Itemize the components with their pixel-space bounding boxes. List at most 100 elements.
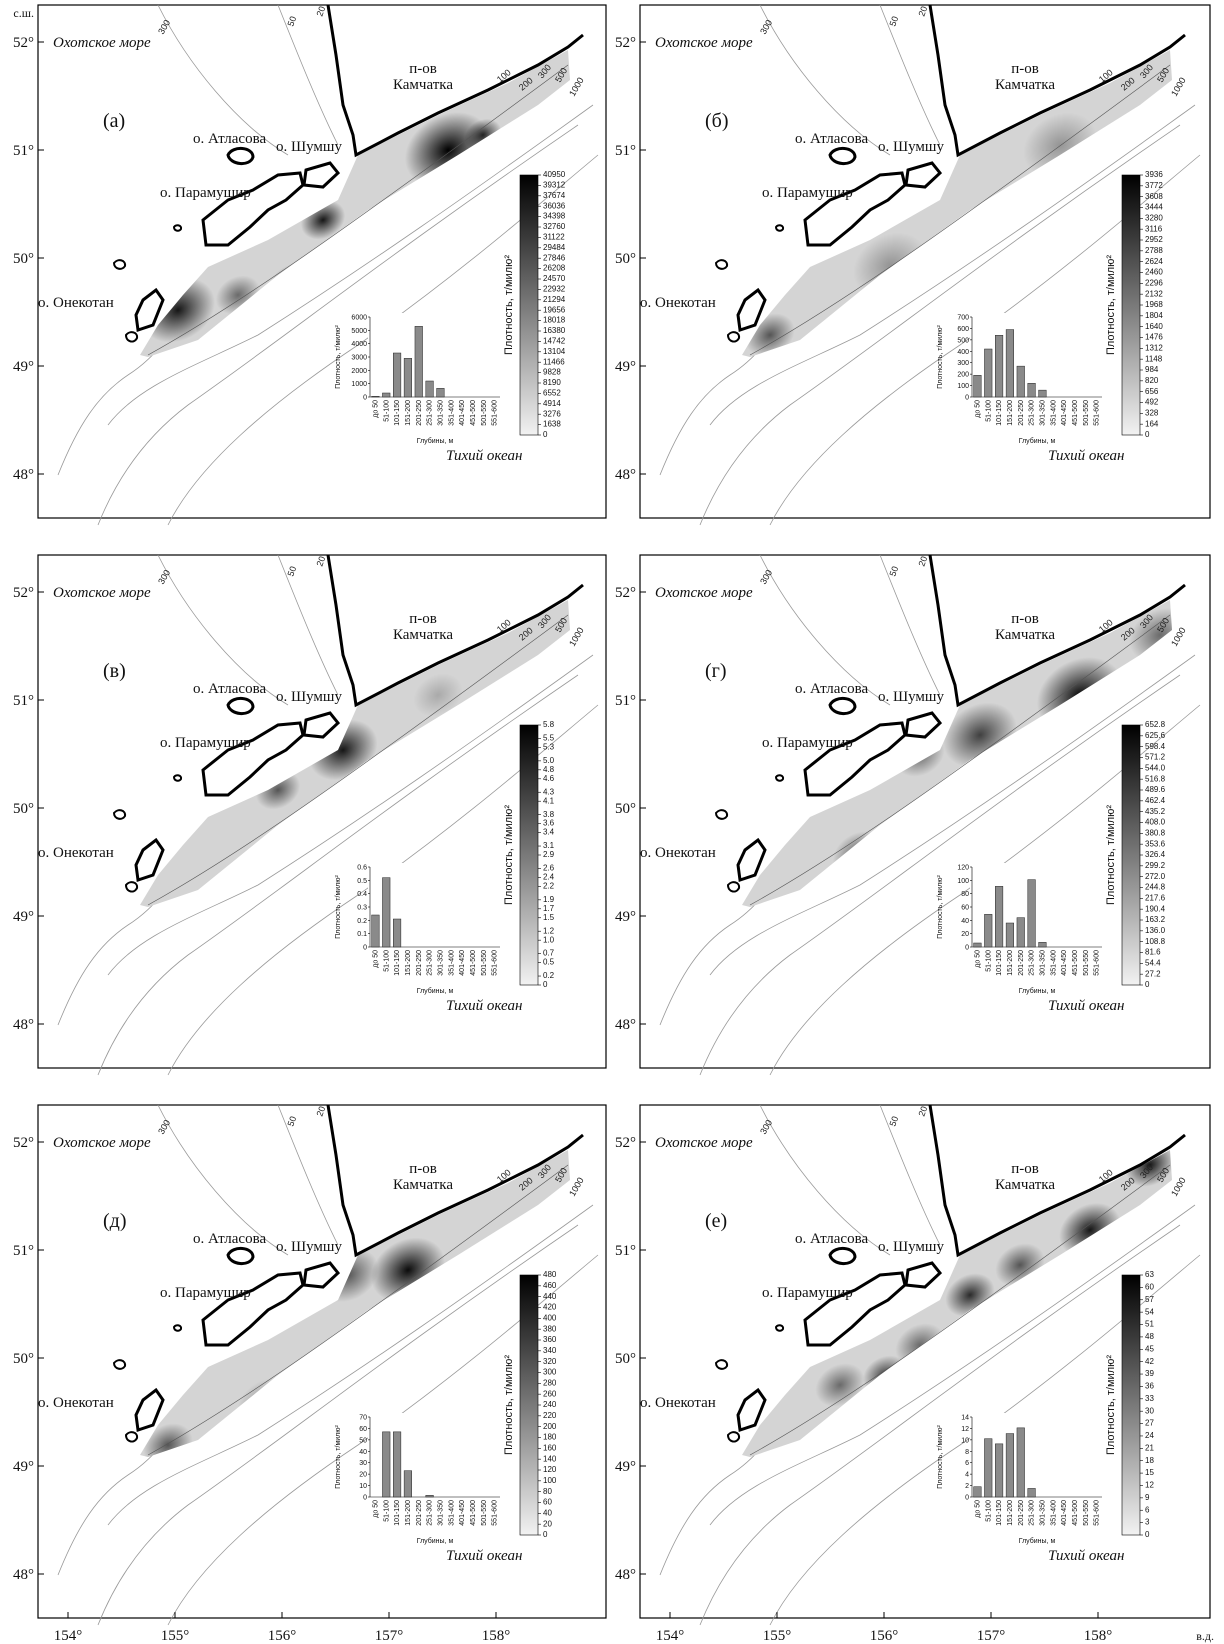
colorbar-tick-label: 326.4 xyxy=(1145,850,1166,859)
island-label: о. Парамушир xyxy=(762,1285,853,1301)
histogram-y-tick-label: 6000 xyxy=(351,315,367,322)
lat-label: 50° xyxy=(13,1351,34,1367)
histogram-bg xyxy=(368,313,502,397)
island-label: о. Парамушир xyxy=(762,735,853,751)
colorbar-tick-label: 21294 xyxy=(543,295,566,304)
island-label: о. Атласова xyxy=(795,681,868,697)
histogram-bar xyxy=(984,914,992,947)
histogram-category: 151-200 xyxy=(405,950,412,976)
histogram-x-title: Глубины, м xyxy=(1019,437,1056,445)
colorbar-tick-label: 24570 xyxy=(543,274,566,283)
colorbar-tick-label: 27.2 xyxy=(1145,969,1161,978)
colorbar-tick-label: 190.4 xyxy=(1145,904,1166,913)
colorbar-tick-label: 3.6 xyxy=(543,819,555,828)
colorbar-tick-label: 18 xyxy=(1145,1456,1154,1465)
colorbar-tick-label: 12 xyxy=(1145,1481,1154,1490)
island xyxy=(728,332,739,341)
island xyxy=(830,1248,855,1263)
histogram-y-tick-label: 100 xyxy=(957,878,969,885)
histogram-y-tick-label: 600 xyxy=(957,326,969,333)
histogram-category: 101-150 xyxy=(394,950,401,976)
island xyxy=(126,882,137,891)
colorbar-title: Плотность, т/милю² xyxy=(503,805,515,905)
colorbar-tick-label: 3276 xyxy=(543,409,561,418)
island xyxy=(776,1325,783,1330)
histogram-y-tick-label: 0 xyxy=(363,395,367,402)
histogram-y-tick-label: 80 xyxy=(961,891,969,898)
island xyxy=(716,260,727,269)
colorbar-tick-label: 984 xyxy=(1145,365,1159,374)
colorbar-tick-label: 54.4 xyxy=(1145,958,1161,967)
colorbar-tick-label: 0 xyxy=(1145,430,1150,439)
histogram-y-tick-label: 50 xyxy=(359,1437,367,1444)
histogram-category: 501-550 xyxy=(481,950,488,976)
island xyxy=(716,810,727,819)
colorbar-tick-label: 8190 xyxy=(543,378,561,387)
colorbar-tick-label: 1638 xyxy=(543,420,561,429)
histogram-category: 401-450 xyxy=(459,950,466,976)
colorbar-tick-label: 3.4 xyxy=(543,828,555,837)
histogram-category: 101-150 xyxy=(996,400,1003,426)
histogram-y-tick-label: 6 xyxy=(965,1460,969,1467)
colorbar-tick-label: 1476 xyxy=(1145,333,1163,342)
colorbar-tick-label: 20 xyxy=(543,1519,552,1528)
sea-label: Охотское море xyxy=(655,35,753,51)
colorbar-tick-label: 16380 xyxy=(543,326,566,335)
colorbar-tick-label: 3936 xyxy=(1145,170,1163,179)
colorbar-tick-label: 440 xyxy=(543,1292,557,1301)
histogram-y-title: Плотность, т/милю² xyxy=(937,324,944,388)
histogram-category: 151-200 xyxy=(405,400,412,426)
colorbar-tick-label: 164 xyxy=(1145,419,1159,428)
colorbar-tick-label: 380 xyxy=(543,1324,557,1333)
colorbar-tick-label: 60 xyxy=(543,1498,552,1507)
lat-label: 51° xyxy=(615,1243,636,1259)
histogram-category: 51-100 xyxy=(985,400,992,422)
colorbar-tick-label: 656 xyxy=(1145,387,1159,396)
histogram-category: 501-550 xyxy=(481,1500,488,1526)
island xyxy=(228,1248,253,1263)
island-label: о. Парамушир xyxy=(160,185,251,201)
histogram-bar xyxy=(995,1444,1003,1497)
histogram-category: 301-350 xyxy=(437,1500,444,1526)
histogram-bar xyxy=(1017,366,1025,397)
colorbar-tick-label: 480 xyxy=(543,1270,557,1279)
histogram-category: 251-300 xyxy=(1029,1500,1036,1526)
histogram-category: 301-350 xyxy=(437,400,444,426)
histogram-y-tick-label: 120 xyxy=(957,865,969,872)
colorbar-tick-label: 39312 xyxy=(543,181,566,190)
colorbar-tick-label: 652.8 xyxy=(1145,720,1166,729)
histogram-category: 51-100 xyxy=(383,400,390,422)
island xyxy=(776,775,783,780)
colorbar-tick-label: 320 xyxy=(543,1357,557,1366)
histogram-y-tick-label: 5000 xyxy=(351,328,367,335)
sea-label: Охотское море xyxy=(655,585,753,601)
peninsula-label: Камчатка xyxy=(393,1177,453,1193)
histogram-bar xyxy=(974,1487,982,1497)
histogram-category: 201-250 xyxy=(1018,1500,1025,1526)
histogram-bar xyxy=(372,915,380,947)
colorbar-tick-label: 4.6 xyxy=(543,774,555,783)
histogram-bar xyxy=(372,396,380,397)
colorbar-tick-label: 299.2 xyxy=(1145,861,1166,870)
lat-label: 49° xyxy=(13,909,34,925)
lon-label: 157° xyxy=(977,1628,1006,1644)
histogram-bar xyxy=(404,358,412,397)
colorbar-tick-label: 492 xyxy=(1145,398,1159,407)
panel-label: (а) xyxy=(103,110,125,132)
colorbar-tick-label: 2460 xyxy=(1145,268,1163,277)
histogram-category: 301-350 xyxy=(1039,950,1046,976)
colorbar xyxy=(520,1275,538,1535)
colorbar-tick-label: 544.0 xyxy=(1145,763,1166,772)
histogram-category: 301-350 xyxy=(437,950,444,976)
histogram-category: до 50 xyxy=(372,950,379,968)
colorbar-tick-label: 0.2 xyxy=(543,971,555,980)
histogram-category: 101-150 xyxy=(996,1500,1003,1526)
histogram-category: 101-150 xyxy=(394,1500,401,1526)
colorbar-tick-label: 1640 xyxy=(1145,322,1163,331)
colorbar-tick-label: 460 xyxy=(543,1281,557,1290)
histogram-category: 201-250 xyxy=(1018,950,1025,976)
colorbar-tick-label: 2952 xyxy=(1145,235,1163,244)
histogram-category: 501-550 xyxy=(481,400,488,426)
